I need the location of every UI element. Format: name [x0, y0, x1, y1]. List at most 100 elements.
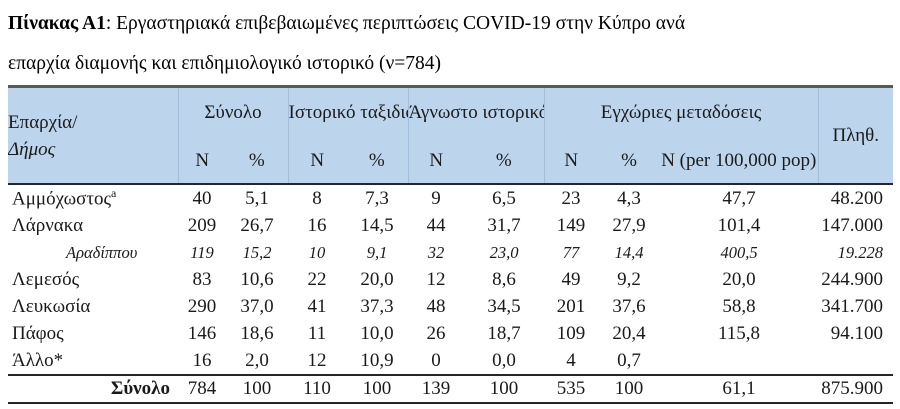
cell-unknown-pct: 100: [464, 374, 545, 404]
cell-unknown-n: 9: [431, 187, 441, 209]
cell-local-n: 201: [556, 295, 586, 317]
cell-unknown-n: 32: [427, 242, 445, 262]
table-row-larnaka: Λάρνακα 209 26,7 16 14,5 44 31,7 149 27,…: [8, 212, 893, 239]
cell-travel-n: 8: [312, 187, 322, 209]
cell-local-rate: 101,4: [717, 214, 761, 236]
total-label: Σύνολο: [8, 374, 178, 404]
cell-total-n: 290: [187, 295, 217, 317]
cell-travel-n: 22: [307, 268, 327, 290]
subheader-unknown-n: N: [407, 138, 465, 185]
cell-total-pct: 15,2: [242, 242, 272, 262]
cell-unknown-n: 48: [426, 295, 446, 317]
subheader-total-n: N: [177, 138, 226, 185]
cell-population: 19.228: [837, 242, 884, 262]
municipality-name: Αραδίππου: [66, 242, 138, 262]
cell-unknown-pct: 23,0: [489, 242, 519, 262]
table-row-aradippou: Αραδίππου 119 15,2 10 9,1 32 23,0 77 14,…: [8, 239, 893, 266]
cell-travel-n: 41: [307, 295, 327, 317]
subheader-travel-pct: %: [346, 138, 409, 185]
cell-total-pct: 37,0: [240, 295, 274, 317]
cell-population: 875.900: [818, 374, 894, 404]
cell-population: 244.900: [821, 268, 884, 290]
cell-total-pct: 5,1: [245, 187, 269, 209]
table-row-ammochostos: Αμμόχωστοςa 40 5,1 8 7,3 9 6,5 23 4,3 47…: [8, 184, 893, 212]
district-name: Λεμεσός: [12, 268, 80, 290]
cell-total-n: 209: [187, 214, 217, 236]
header-sub-row: N % N % N % N % N (per 100,000 pop): [8, 138, 893, 185]
cell-total-n: 146: [187, 322, 217, 344]
cell-total-pct: 26,7: [240, 214, 274, 236]
table-row-lemesos: Λεμεσός 83 10,6 22 20,0 12 8,6 49 9,2 20…: [8, 266, 893, 293]
district-header-line1: Επαρχία/: [8, 111, 78, 133]
cell-travel-pct: 37,3: [360, 295, 394, 317]
cell-population: [818, 347, 893, 375]
cell-unknown-n: 0: [431, 349, 441, 371]
cell-travel-pct: 20,0: [360, 268, 394, 290]
cell-local-rate: [660, 347, 818, 375]
district-name: Λευκωσία: [12, 295, 91, 317]
table-title-line1: : Εργαστηριακά επιβεβαιωμένες περιπτώσει…: [105, 13, 686, 34]
cell-unknown-n: 26: [426, 322, 446, 344]
cell-local-n: 77: [562, 242, 580, 262]
cell-local-n: 4: [566, 349, 576, 371]
cell-local-n: 109: [556, 322, 586, 344]
cell-local-rate: 115,8: [717, 322, 761, 344]
subheader-unknown-pct: %: [464, 138, 545, 185]
cell-local-rate: 20,0: [722, 268, 756, 290]
cell-travel-pct: 7,3: [365, 187, 389, 209]
table-title-prefix: Πίνακας Α1: [8, 13, 106, 34]
cell-population: 341.700: [821, 295, 884, 317]
district-name: Αμμόχωστοςa: [12, 186, 117, 210]
cell-population: 147.000: [821, 214, 884, 236]
cell-local-n: 149: [556, 214, 586, 236]
cell-population: 48.200: [830, 187, 884, 209]
cell-local-rate: 58,8: [722, 295, 756, 317]
cell-population: 94.100: [830, 322, 884, 344]
cell-travel-n: 110: [288, 374, 346, 404]
cell-total-n: 784: [178, 374, 226, 404]
covid-cases-table: Επαρχία/ Δήμος Σύνολο Ιστορικό ταξιδιού …: [8, 85, 894, 404]
cell-unknown-pct: 31,7: [487, 214, 521, 236]
cell-unknown-n: 12: [426, 268, 446, 290]
cell-local-pct: 20,4: [612, 322, 646, 344]
cell-unknown-pct: 34,5: [487, 295, 521, 317]
cell-local-pct: 27,9: [612, 214, 646, 236]
table-title-line2: επαρχία διαμονής και επιδημιολογικό ιστο…: [8, 53, 442, 74]
cell-travel-pct: 100: [346, 374, 409, 404]
cell-unknown-pct: 0,0: [492, 349, 516, 371]
cell-unknown-n: 139: [408, 374, 465, 404]
column-group-local-transmission: Εγχώριες μεταδόσεις: [543, 86, 819, 138]
cell-local-n: 535: [544, 374, 599, 404]
table-row-other: Άλλο* 16 2,0 12 10,9 0 0,0 4 0,7: [8, 347, 893, 375]
cell-local-pct: 9,2: [617, 268, 641, 290]
table-row-lefkosia: Λευκωσία 290 37,0 41 37,3 48 34,5 201 37…: [8, 293, 893, 320]
table-row-total: Σύνολο 784 100 110 100 139 100 535 100 6…: [8, 374, 894, 404]
cell-total-n: 119: [190, 242, 214, 262]
cell-unknown-pct: 6,5: [492, 187, 516, 209]
district-name: Πάφος: [12, 322, 64, 344]
cell-local-pct: 14,4: [614, 242, 644, 262]
cell-travel-n: 16: [307, 214, 327, 236]
cell-total-n: 40: [192, 187, 212, 209]
table-header: Επαρχία/ Δήμος Σύνολο Ιστορικό ταξιδιού …: [8, 86, 894, 185]
cell-travel-pct: 9,1: [366, 242, 388, 262]
column-group-total: Σύνολο: [177, 86, 288, 138]
cell-unknown-pct: 8,6: [492, 268, 516, 290]
cell-total-n: 16: [192, 349, 212, 371]
cell-travel-n: 12: [307, 349, 327, 371]
header-group-row: Επαρχία/ Δήμος Σύνολο Ιστορικό ταξιδιού …: [8, 86, 894, 185]
column-header-population: Πληθ.: [817, 86, 894, 185]
cell-travel-pct: 10,9: [360, 349, 394, 371]
district-header-line2: Δήμος: [8, 138, 56, 160]
cell-total-pct: 2,0: [245, 349, 269, 371]
cell-travel-pct: 14,5: [360, 214, 394, 236]
cell-local-pct: 0,7: [617, 349, 641, 371]
cell-travel-n: 10: [308, 242, 326, 262]
cell-total-pct: 100: [226, 374, 288, 404]
cell-total-n: 83: [192, 268, 212, 290]
district-name: Λάρνακα: [12, 214, 84, 236]
column-header-district: Επαρχία/ Δήμος: [8, 86, 178, 185]
cell-local-pct: 100: [598, 374, 661, 404]
column-group-travel-history: Ιστορικό ταξιδιού: [287, 86, 409, 138]
